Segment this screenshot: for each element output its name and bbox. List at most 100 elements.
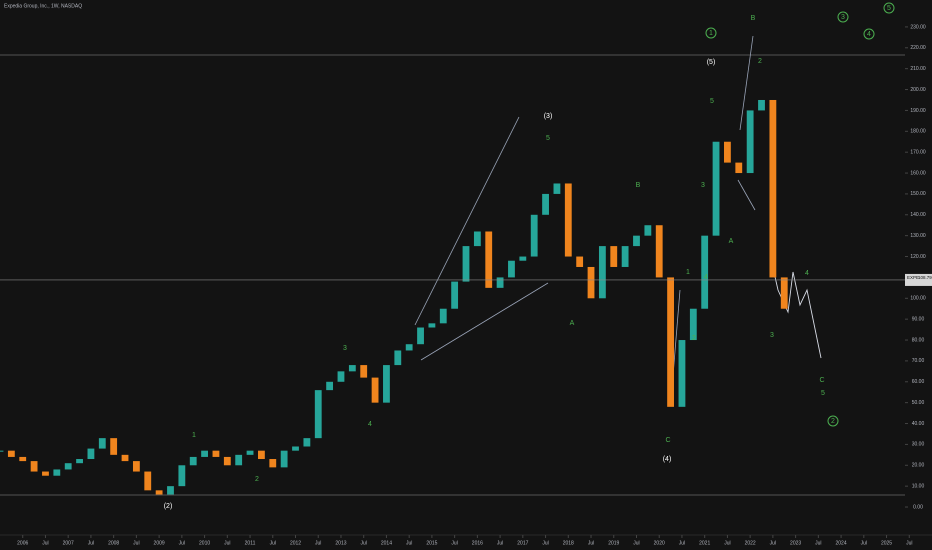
wave-label: C — [819, 377, 824, 384]
candle — [360, 365, 368, 378]
candle — [223, 456, 231, 466]
wave-label: 1 — [192, 432, 196, 439]
candle — [655, 225, 663, 278]
x-tick-label: Jul — [497, 540, 503, 546]
x-tick-label: 2020 — [654, 540, 665, 546]
y-tick-label: 120.00 — [910, 254, 926, 260]
chart-title: Expedia Group, Inc., 1W, NASDAQ — [4, 3, 82, 9]
y-tick-label: 90.00 — [912, 316, 925, 322]
x-tick-label: 2017 — [517, 540, 528, 546]
candle — [76, 459, 83, 464]
y-tick-label: 80.00 — [912, 337, 925, 343]
candle — [371, 377, 379, 403]
candle — [553, 183, 561, 194]
wave-label: B — [751, 15, 756, 22]
x-tick-label: Jul — [42, 540, 48, 546]
x-tick-label: 2009 — [154, 540, 165, 546]
candle — [439, 308, 447, 324]
x-tick-label: Jul — [861, 540, 867, 546]
wave-label: 3 — [701, 182, 705, 189]
y-tick-label: 20.00 — [912, 463, 925, 469]
candle — [576, 256, 584, 267]
axes: 0.00 10.00 20.00 30.00 40.00 50.00 60.00 70.00 8… — [0, 24, 932, 546]
wave-label: (5) — [707, 59, 716, 66]
x-tick-label: Jul — [88, 540, 94, 546]
candle — [144, 471, 152, 491]
candle — [564, 183, 572, 257]
wave-label: 3 — [841, 14, 845, 21]
wave-label: (3) — [544, 113, 553, 120]
candle — [678, 340, 686, 407]
wave-label: 2 — [255, 476, 259, 483]
x-tick-label: Jul — [724, 540, 730, 546]
candle — [212, 450, 220, 457]
trend-line — [737, 179, 756, 211]
y-tick-label: 210.00 — [910, 66, 926, 72]
x-tick-label: 2018 — [563, 540, 574, 546]
candle — [383, 365, 390, 403]
candle — [7, 450, 15, 457]
x-tick-label: Jul — [451, 540, 457, 546]
candles — [0, 99, 788, 495]
candle — [644, 225, 652, 236]
y-tick-label: 0.00 — [913, 504, 923, 510]
y-tick-label: 140.00 — [910, 212, 926, 218]
y-tick-label: 200.00 — [910, 87, 926, 93]
x-tick-label: 2023 — [790, 540, 801, 546]
x-tick-label: 2011 — [245, 540, 256, 546]
candle — [269, 459, 277, 468]
candle — [724, 141, 731, 163]
candle — [326, 381, 334, 391]
y-tick-label: 150.00 — [910, 191, 926, 197]
candle — [712, 141, 720, 236]
candle — [42, 471, 49, 476]
x-tick-label: 2025 — [881, 540, 892, 546]
wave-label: 5 — [546, 135, 550, 142]
wave-label: 4 — [368, 421, 372, 428]
wave-label: 4 — [867, 31, 871, 38]
y-tick-label: 70.00 — [912, 358, 925, 364]
y-tick-label: 180.00 — [910, 129, 926, 135]
wave-label: 2 — [692, 335, 696, 342]
candle — [485, 231, 493, 288]
candle — [610, 246, 618, 267]
x-tick-label: 2024 — [836, 540, 847, 546]
x-tick-label: Jul — [179, 540, 185, 546]
wave-label: 5 — [821, 390, 825, 397]
candle — [292, 446, 299, 451]
candle — [587, 266, 595, 299]
candle — [246, 450, 254, 455]
wave-labels: 1 B 3 4 5 (5) 2 (3) 5 3 B 5 1 4 2 A A 3 … — [164, 5, 891, 510]
x-tick-label: Jul — [770, 540, 776, 546]
candle — [87, 448, 95, 460]
candle — [314, 390, 322, 439]
candle — [394, 350, 402, 366]
candle — [633, 235, 640, 247]
candle — [178, 465, 186, 487]
wave-circle — [837, 11, 849, 23]
x-tick-label: Jul — [815, 540, 821, 546]
price-tag — [905, 273, 932, 286]
trend-line — [414, 116, 520, 326]
y-tick-label: 10.00 — [912, 483, 925, 489]
y-tick-label: 130.00 — [910, 233, 926, 239]
candle — [53, 469, 61, 476]
candle — [530, 214, 538, 257]
wave-circle — [705, 27, 717, 39]
y-tick-label: 190.00 — [910, 108, 926, 114]
x-tick-label: 2022 — [745, 540, 756, 546]
y-tick-label: 40.00 — [912, 421, 925, 427]
wave-label: 5 — [710, 98, 714, 105]
wave-label: 2 — [831, 418, 835, 425]
wave-label: 3 — [343, 345, 347, 352]
candle — [542, 193, 549, 215]
x-tick-label: 2021 — [699, 540, 710, 546]
candle — [746, 110, 754, 174]
x-tick-label: Jul — [361, 540, 367, 546]
x-tick-label: 2012 — [290, 540, 301, 546]
wave-label: A — [729, 238, 734, 245]
x-tick-label: Jul — [406, 540, 412, 546]
wave-label: 3 — [770, 332, 774, 339]
projection-path — [772, 267, 822, 359]
wave-label: 4 — [805, 270, 809, 277]
